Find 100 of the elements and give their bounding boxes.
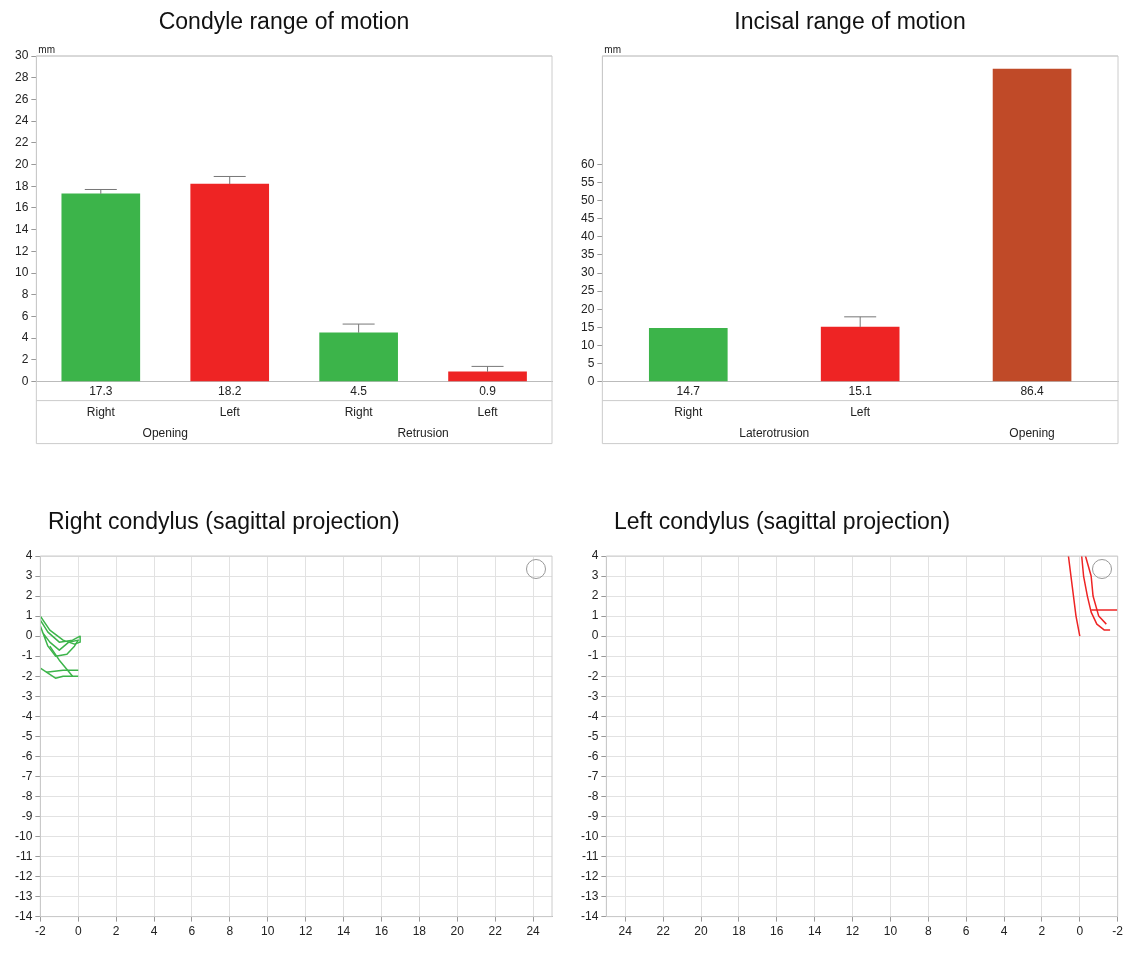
- y-tick-label: 55: [580, 174, 595, 189]
- x-tick-label: 20: [450, 924, 465, 939]
- y-tick-label: -14: [15, 908, 33, 923]
- y-tick-label: 22: [14, 135, 29, 150]
- y-tick-label: -1: [21, 648, 33, 663]
- x-tick-label: 12: [298, 924, 313, 939]
- y-tick-label: 2: [21, 352, 29, 367]
- y-tick-label: 20: [14, 156, 29, 171]
- data-label: 14.7: [676, 383, 701, 398]
- y-tick-label: 1: [591, 608, 599, 623]
- y-tick-label: -9: [21, 808, 33, 823]
- chart-title: Incisal range of motion: [733, 8, 967, 36]
- x-tick-label: -2: [35, 924, 46, 939]
- data-label: 15.1: [848, 383, 873, 398]
- data-label: 86.4: [1020, 383, 1045, 398]
- x-tick-label: Left: [219, 405, 241, 420]
- y-tick-label: -3: [587, 688, 599, 703]
- y-axis-title: mm: [38, 43, 56, 55]
- x-tick-label: 22: [488, 924, 503, 939]
- y-tick-label: -9: [587, 808, 599, 823]
- y-tick-label: 18: [14, 178, 29, 193]
- x-tick-label: 22: [656, 924, 671, 939]
- y-tick-label: 60: [580, 156, 595, 171]
- y-tick-label: -10: [581, 828, 599, 843]
- data-label: 18.2: [218, 383, 242, 398]
- y-tick-label: 3: [591, 568, 599, 583]
- y-tick-label: 30: [14, 48, 29, 63]
- y-tick-label: 6: [21, 308, 29, 323]
- x-tick-label: 24: [618, 924, 633, 939]
- y-tick-label: 45: [580, 211, 595, 226]
- y-tick-label: -2: [21, 668, 33, 683]
- chart-title: Right condylus (sagittal projection): [47, 508, 401, 536]
- x-tick-label: 6: [188, 924, 196, 939]
- y-tick-label: 14: [14, 221, 29, 236]
- y-tick-label: 4: [591, 548, 599, 563]
- x-tick-label: 2: [112, 924, 120, 939]
- y-tick-label: 20: [580, 301, 595, 316]
- x-tick-label: 16: [374, 924, 389, 939]
- x-tick-label: 20: [694, 924, 709, 939]
- y-tick-label: -12: [581, 868, 599, 883]
- y-tick-label: 1: [25, 608, 33, 623]
- x-tick-label: 16: [770, 924, 784, 939]
- x-tick-label: 24: [526, 924, 541, 939]
- x-tick-label: Left: [850, 405, 871, 420]
- y-tick-label: -11: [581, 848, 599, 863]
- y-tick-label: -13: [581, 888, 599, 903]
- y-tick-label: 35: [580, 247, 595, 262]
- y-tick-label: 30: [580, 265, 595, 280]
- y-tick-label: 50: [580, 193, 595, 208]
- text: Opening: [142, 425, 188, 440]
- y-tick-label: -4: [587, 708, 599, 723]
- x-tick-label: 8: [226, 924, 234, 939]
- y-tick-label: 3: [25, 568, 33, 583]
- x-tick-label: 10: [883, 924, 898, 939]
- x-tick-label: 18: [412, 924, 427, 939]
- y-tick-label: 2: [25, 588, 33, 603]
- y-tick-label: -6: [587, 748, 599, 763]
- text: Laterotrusion: [739, 425, 810, 440]
- x-tick-label: 6: [962, 924, 970, 939]
- y-tick-label: 24: [14, 113, 29, 128]
- text: Retrusion: [397, 425, 449, 440]
- y-tick-label: -4: [21, 708, 33, 723]
- y-tick-label: -14: [581, 908, 599, 923]
- x-tick-label: Right: [674, 405, 703, 420]
- x-tick-label: 14: [807, 924, 822, 939]
- x-tick-label: Left: [477, 405, 499, 420]
- y-tick-label: -10: [15, 828, 33, 843]
- y-tick-label: 40: [580, 229, 595, 244]
- y-tick-label: -2: [587, 668, 599, 683]
- y-tick-label: -8: [587, 788, 599, 803]
- y-tick-label: 5: [587, 355, 595, 370]
- x-tick-label: 0: [1076, 924, 1084, 939]
- x-tick-label: 12: [845, 924, 860, 939]
- chart-title: Condyle range of motion: [157, 8, 411, 36]
- y-tick-label: -5: [21, 728, 33, 743]
- y-tick-label: -3: [21, 688, 33, 703]
- y-tick-label: 12: [14, 243, 29, 258]
- y-tick-label: 15: [580, 319, 595, 334]
- y-tick-label: -1: [587, 648, 599, 663]
- y-tick-label: 0: [587, 373, 595, 388]
- data-label: 4.5: [350, 383, 368, 398]
- x-tick-label: 8: [924, 924, 932, 939]
- y-tick-label: -7: [21, 768, 33, 783]
- y-tick-label: -13: [15, 888, 33, 903]
- y-tick-label: -6: [21, 748, 33, 763]
- y-axis-title: mm: [604, 43, 622, 55]
- y-tick-label: -11: [15, 848, 33, 863]
- y-tick-label: -7: [587, 768, 599, 783]
- y-tick-label: 25: [580, 283, 595, 298]
- x-tick-label: Right: [86, 405, 116, 420]
- x-tick-label: 4: [150, 924, 158, 939]
- y-tick-label: -8: [21, 788, 33, 803]
- y-tick-label: 16: [14, 200, 29, 215]
- x-tick-label: 14: [336, 924, 351, 939]
- text: Opening: [1009, 425, 1055, 440]
- chart-title: Left condylus (sagittal projection): [613, 508, 952, 536]
- y-tick-label: 0: [21, 373, 29, 388]
- y-tick-label: 0: [591, 628, 599, 643]
- x-tick-label: 10: [261, 924, 275, 939]
- y-tick-label: 10: [14, 265, 29, 280]
